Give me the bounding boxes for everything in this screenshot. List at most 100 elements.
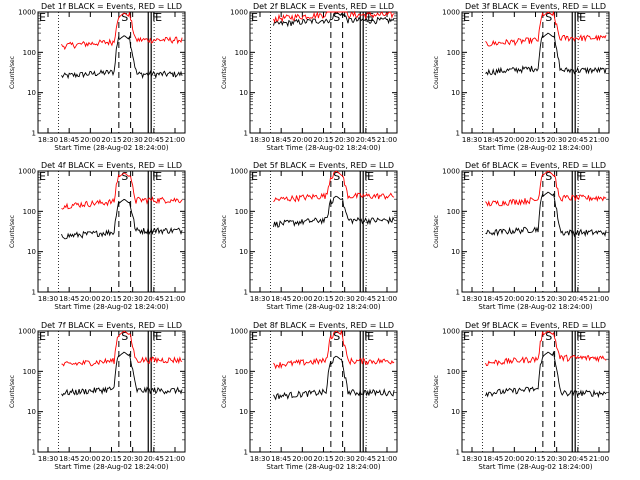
y-tick-label: 1 (32, 130, 36, 138)
y-tick-label: 1 (244, 449, 248, 457)
x-tick-label: 20:15 (101, 455, 121, 463)
detector-panel-2: Det 2f BLACK = Events, RED = LLD 1 10 100 10… (221, 2, 398, 152)
marker-e-end: E (367, 330, 374, 343)
panel-title: Det 4f BLACK = Events, RED = LLD (41, 161, 182, 170)
x-tick-label: 20:45 (144, 295, 164, 303)
x-tick-label: 18:30 (462, 295, 482, 303)
y-tick-label: 1000 (442, 168, 460, 176)
x-tick-label: 20:15 (313, 455, 333, 463)
series-events-line (273, 11, 395, 28)
x-tick-label: 20:15 (313, 136, 333, 144)
x-tick-label: 20:30 (123, 295, 143, 303)
x-tick-label: 20:45 (144, 136, 164, 144)
x-axis-label: Start Time (28-Aug-02 18:24:00) (478, 144, 592, 152)
series-events-line (485, 350, 607, 399)
detector-panel-1: Det 1f BLACK = Events, RED = LLD 1 10 100 10… (9, 2, 186, 152)
marker-e: E (463, 330, 470, 343)
y-tick-label: 1000 (442, 9, 460, 17)
x-tick-label: 18:45 (271, 295, 291, 303)
x-tick-label: 18:45 (271, 455, 291, 463)
x-tick-label: 20:00 (292, 295, 312, 303)
x-tick-label: 20:30 (123, 455, 143, 463)
y-tick-label: 100 (235, 49, 248, 57)
x-tick-label: 20:30 (123, 136, 143, 144)
marker-f: F (364, 11, 370, 24)
x-tick-label: 18:45 (59, 295, 79, 303)
x-tick-label: 21:00 (377, 295, 397, 303)
y-tick-label: 1 (456, 289, 460, 297)
x-tick-label: 18:45 (271, 136, 291, 144)
x-tick-label: 20:00 (80, 136, 100, 144)
detector-panel-9: Det 9f BLACK = Events, RED = LLD 1 10 100 10… (433, 321, 610, 471)
y-tick-label: 10 (27, 408, 36, 416)
x-tick-label: 20:45 (568, 455, 588, 463)
x-tick-label: 21:00 (165, 455, 185, 463)
y-tick-label: 100 (23, 368, 36, 376)
marker-e-end: E (155, 170, 162, 183)
x-tick-label: 18:45 (483, 455, 503, 463)
x-axis-label: Start Time (28-Aug-02 18:24:00) (54, 144, 168, 152)
marker-s: S (545, 330, 552, 343)
y-tick-label: 1000 (442, 328, 460, 336)
y-tick-label: 1 (244, 130, 248, 138)
y-tick-label: 1 (456, 449, 460, 457)
y-axis-label: Counts/sec (9, 375, 16, 408)
panel-title: Det 6f BLACK = Events, RED = LLD (465, 161, 606, 170)
marker-e-end: E (579, 11, 586, 24)
y-tick-label: 100 (23, 208, 36, 216)
marker-e-end: E (367, 11, 374, 24)
series-events-line (273, 355, 395, 401)
x-tick-label: 20:45 (568, 295, 588, 303)
marker-f: F (364, 330, 370, 343)
y-axis-label: Counts/sec (9, 215, 16, 248)
x-axis-label: Start Time (28-Aug-02 18:24:00) (54, 463, 168, 471)
marker-f: F (576, 330, 582, 343)
marker-e: E (251, 170, 258, 183)
x-tick-label: 20:45 (356, 136, 376, 144)
y-axis-label: Counts/sec (433, 215, 440, 248)
x-tick-label: 20:45 (356, 295, 376, 303)
y-tick-label: 10 (451, 89, 460, 97)
x-tick-label: 20:15 (525, 295, 545, 303)
y-tick-label: 100 (235, 208, 248, 216)
marker-e-end: E (579, 330, 586, 343)
y-tick-label: 10 (239, 248, 248, 256)
y-tick-label: 10 (27, 248, 36, 256)
marker-e-end: E (155, 11, 162, 24)
x-tick-label: 18:45 (59, 455, 79, 463)
detector-panel-5: Det 5f BLACK = Events, RED = LLD 1 10 100 10… (221, 161, 398, 311)
series-lld-line (61, 172, 183, 210)
plot-frame (249, 170, 398, 293)
y-tick-label: 1000 (230, 328, 248, 336)
x-tick-label: 20:15 (525, 136, 545, 144)
y-tick-label: 100 (447, 368, 460, 376)
x-tick-label: 20:45 (568, 136, 588, 144)
y-tick-label: 1000 (18, 168, 36, 176)
y-tick-label: 1000 (18, 328, 36, 336)
x-tick-label: 20:00 (80, 455, 100, 463)
y-tick-label: 10 (27, 89, 36, 97)
plot-frame (249, 11, 398, 134)
series-events-line (273, 195, 395, 228)
marker-s: S (121, 330, 128, 343)
x-tick-label: 21:00 (589, 136, 609, 144)
marker-f: F (152, 170, 158, 183)
detector-panel-7: Det 7f BLACK = Events, RED = LLD 1 10 100 10… (9, 321, 186, 471)
series-lld-line (61, 12, 183, 51)
detector-panel-8: Det 8f BLACK = Events, RED = LLD 1 10 100 10… (221, 321, 398, 471)
x-tick-label: 18:45 (59, 136, 79, 144)
series-events-line (485, 32, 607, 76)
marker-f: F (576, 170, 582, 183)
marker-e: E (39, 330, 46, 343)
series-lld-line (273, 10, 395, 24)
marker-s: S (545, 11, 552, 24)
x-tick-label: 18:45 (483, 136, 503, 144)
y-tick-label: 1000 (230, 9, 248, 17)
y-tick-label: 100 (23, 49, 36, 57)
y-axis-label: Counts/sec (221, 56, 228, 89)
marker-e: E (39, 11, 46, 24)
x-tick-label: 21:00 (165, 295, 185, 303)
x-tick-label: 20:15 (101, 136, 121, 144)
marker-e: E (39, 170, 46, 183)
